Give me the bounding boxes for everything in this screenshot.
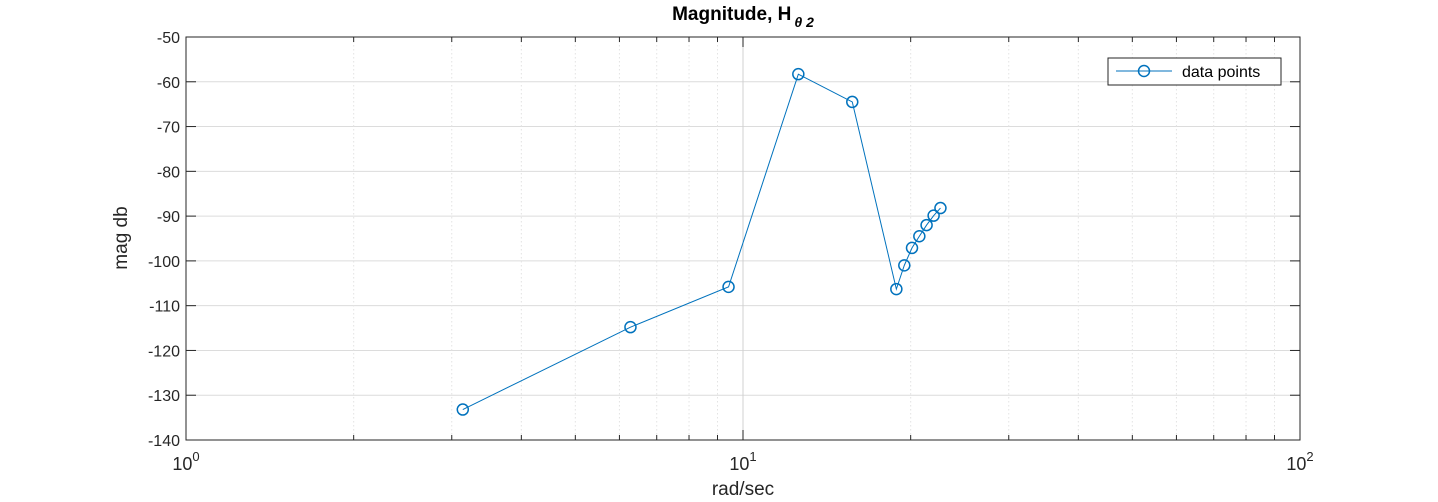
data-point (920, 218, 933, 232)
grid (186, 37, 1300, 440)
data-point (456, 403, 470, 416)
data-point (846, 95, 859, 109)
x-tick-label: 101 (729, 449, 756, 474)
chart-title-main: Magnitude, H (672, 4, 791, 25)
y-tick-label: -120 (148, 343, 180, 360)
y-tick-label: -110 (149, 299, 180, 316)
y-tick-label: -90 (157, 209, 180, 226)
data-point (934, 201, 947, 215)
data-point (624, 320, 637, 334)
y-tick-label: -50 (157, 30, 180, 47)
legend-marker (1137, 64, 1151, 78)
chart-title-subscript: θ 2 (794, 14, 814, 30)
series-line (462, 73, 941, 410)
data-point (890, 282, 903, 296)
x-tick-label: 100 (172, 449, 199, 474)
x-axis-label: rad/sec (712, 479, 774, 500)
series (456, 67, 947, 416)
y-tick-label: -70 (157, 120, 180, 137)
y-tick-label: -60 (157, 75, 180, 92)
y-axis-label: mag db (111, 206, 132, 269)
data-point (898, 259, 911, 272)
data-point (913, 230, 926, 243)
legend: data points (1107, 57, 1282, 86)
y-tick-label: -140 (148, 433, 180, 450)
data-point (792, 67, 805, 81)
y-tick-label: -80 (157, 164, 180, 181)
y-tick-label: -100 (148, 254, 180, 271)
x-tick-label: 102 (1286, 449, 1313, 474)
data-point (722, 280, 735, 294)
data-point (905, 241, 919, 255)
legend-entry-label: data points (1182, 64, 1260, 81)
y-tick-label: -130 (148, 388, 180, 405)
data-point (927, 209, 940, 222)
